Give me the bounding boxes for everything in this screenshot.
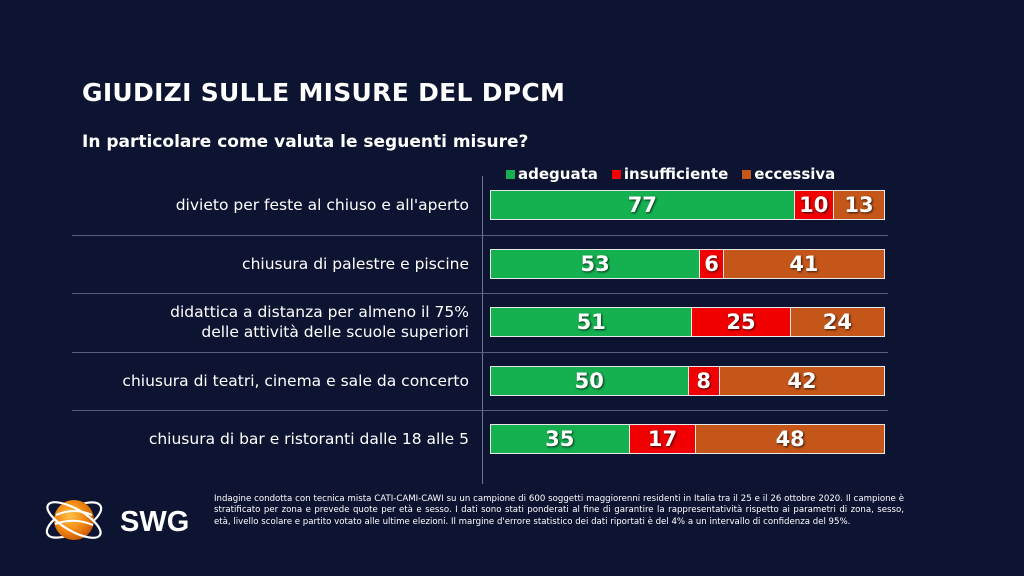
legend-label-insufficiente: insufficiente [623,165,729,183]
category-label-line: chiusura di bar e ristoranti dalle 18 al… [148,430,469,449]
chart-subtitle: In particolare come valuta le seguenti m… [82,132,529,152]
category-label-line: chiusura di teatri, cinema e sale da con… [122,371,469,390]
legend-item-insufficiente: insufficiente [611,165,729,183]
row-separator [72,410,888,411]
category-label-line: divieto per feste al chiuso e all'aperto [175,196,469,215]
bar-segment-insufficiente: 8 [687,366,719,395]
category-label-0: divieto per feste al chiuso e all'aperto [176,195,469,215]
category-label-line: delle attività delle scuole superiori [201,323,469,342]
methodology-note: Indagine condotta con tecnica mista CATI… [214,494,904,527]
stacked-bar-0: 77 10 13 [490,190,885,221]
chart-axis-line [482,176,483,484]
bar-segment-adeguata: 53 [491,249,700,278]
legend-item-eccessiva: eccessiva [742,165,835,183]
bar-segment-insufficiente: 10 [793,191,833,220]
swg-logo: SWG [45,500,189,540]
bar-segment-adeguata: 51 [491,308,692,337]
category-label-2: didattica a distanza per almeno il 75% de… [170,302,469,342]
bar-segment-adeguata: 50 [491,366,688,395]
category-label-line: didattica a distanza per almeno il 75% [170,303,469,322]
bar-segment-eccessiva: 13 [832,191,885,220]
legend-swatch-eccessiva [742,169,752,179]
category-label-line: chiusura di palestre e piscine [242,254,469,273]
bar-segment-insufficiente: 6 [699,249,723,278]
globe-icon [45,500,103,540]
legend: adeguata insufficiente eccessiva [506,165,835,183]
chart-title: GIUDIZI SULLE MISURE DEL DPCM [82,78,566,107]
legend-swatch-insufficiente [611,169,621,179]
stacked-bar-4: 35 17 48 [490,424,885,455]
row-separator [72,293,888,294]
bar-segment-adeguata: 77 [491,191,794,220]
bar-segment-insufficiente: 25 [691,308,790,337]
bar-segment-adeguata: 35 [491,425,629,454]
stacked-bar-2: 51 25 24 [490,307,885,338]
category-label-4: chiusura di bar e ristoranti dalle 18 al… [149,429,469,449]
category-label-3: chiusura di teatri, cinema e sale da con… [122,371,469,391]
stacked-bar-3: 50 8 42 [490,365,885,396]
legend-label-eccessiva: eccessiva [754,165,836,183]
row-separator [72,351,888,353]
bar-segment-eccessiva: 42 [718,366,884,395]
row-separator [72,234,888,236]
legend-label-adeguata: adeguata [518,165,598,183]
stacked-bar-1: 53 6 41 [490,248,885,279]
bar-segment-eccessiva: 41 [722,249,884,278]
logo-text: SWG [120,506,189,538]
legend-item-adeguata: adeguata [506,165,598,183]
bar-segment-eccessiva: 48 [695,425,884,454]
category-label-1: chiusura di palestre e piscine [242,254,469,274]
bar-segment-eccessiva: 24 [789,308,884,337]
legend-swatch-adeguata [506,169,515,179]
bar-segment-insufficiente: 17 [628,425,696,454]
